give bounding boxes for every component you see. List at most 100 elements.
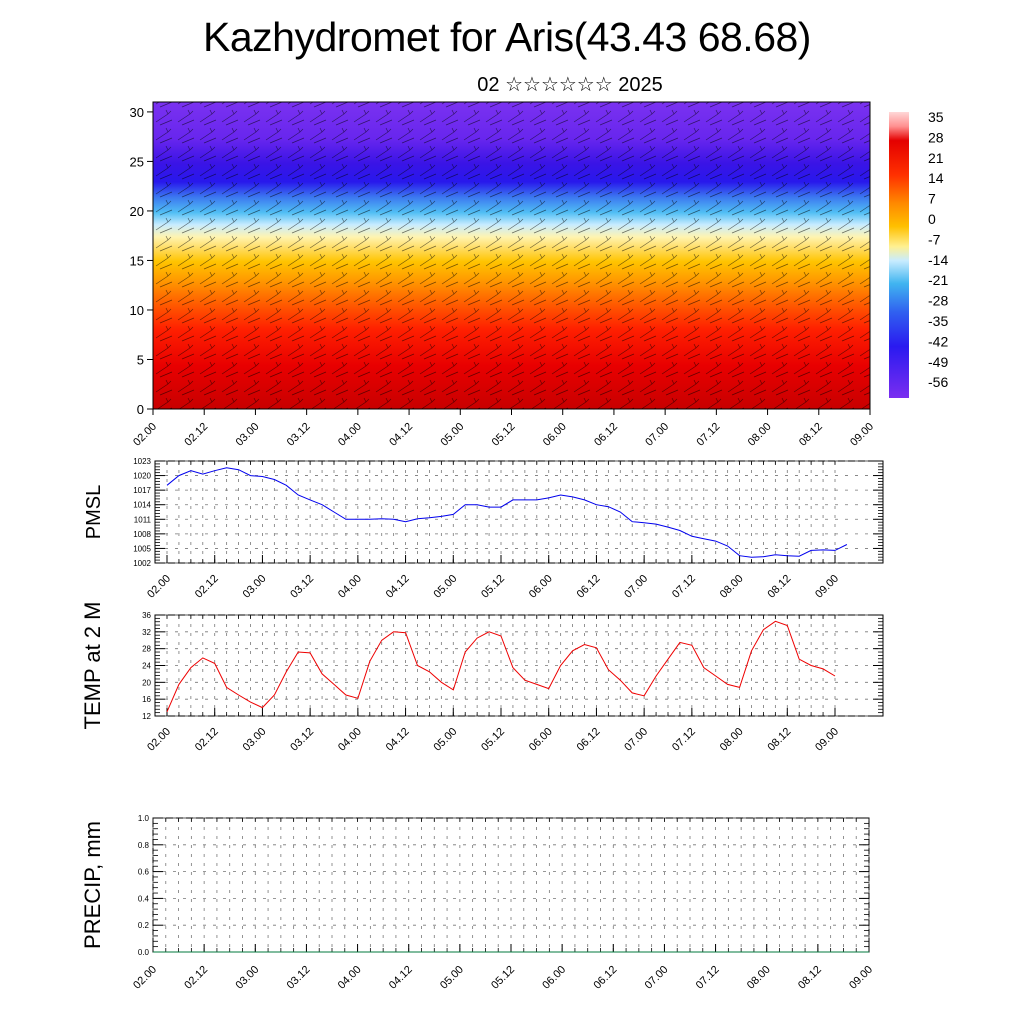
heatmap-x-tick-label: 02.00 bbox=[131, 421, 159, 449]
heatmap-x-tick-label: 02.12 bbox=[182, 421, 210, 449]
heatmap-x-tick-label: 05.00 bbox=[438, 421, 466, 449]
pmsl-x-tick-label: 07.00 bbox=[622, 573, 650, 601]
colorbar-label: 35 bbox=[928, 109, 944, 125]
chart-title: Kazhydromet for Aris(43.43 68.68) bbox=[203, 14, 811, 60]
colorbar-labels: 35 28 21 14 7 0 -7 -14 -21 -28 -35 -42 -49 -56 bbox=[928, 109, 948, 390]
precip-panel: 0.0 0.2 0.4 0.6 0.8 1.0 02.00 02.12 03.00 03.12 04… bbox=[80, 814, 875, 992]
heatmap-y-tick-label: 5 bbox=[137, 352, 144, 367]
heatmap-x-tick-label: 04.12 bbox=[387, 421, 415, 449]
heatmap-x-tick-label: 08.12 bbox=[797, 421, 825, 449]
pmsl-panel: 1002 1005 1008 1011 1014 1017 1020 1023 02.00 02.… bbox=[83, 457, 884, 601]
heatmap-x-tick-label: 09.00 bbox=[848, 421, 876, 449]
temp-series-line bbox=[166, 620, 836, 712]
heatmap-x-tick-label: 05.12 bbox=[490, 421, 518, 449]
precip-y-tick-label: 0.8 bbox=[138, 841, 150, 850]
pmsl-x-tick-label: 04.12 bbox=[384, 573, 412, 601]
precip-x-tick-label: 03.12 bbox=[285, 964, 313, 992]
temp-y-tick-label: 16 bbox=[142, 695, 151, 704]
pmsl-x-tick-label: 03.00 bbox=[241, 573, 269, 601]
pmsl-x-tick-label: 02.00 bbox=[145, 573, 173, 601]
temp-x-tick-label: 07.12 bbox=[670, 726, 698, 754]
pmsl-x-tick-label: 07.12 bbox=[670, 573, 698, 601]
temp-frame bbox=[154, 614, 884, 717]
pmsl-x-tick-label: 03.12 bbox=[288, 573, 316, 601]
chart-subtitle: 02 ☆☆☆☆☆☆ 2025 bbox=[477, 74, 663, 96]
temp-x-tick-label: 03.12 bbox=[288, 726, 316, 754]
precip-x-tick-label: 08.00 bbox=[745, 964, 773, 992]
precip-y-axis-label: PRECIP, mm bbox=[80, 821, 105, 949]
pmsl-x-tick-label: 02.12 bbox=[193, 573, 221, 601]
precip-x-tick-label: 04.12 bbox=[387, 964, 415, 992]
pmsl-x-tick-label: 08.00 bbox=[718, 573, 746, 601]
colorbar-label: -56 bbox=[928, 374, 948, 390]
temp-x-tick-label: 06.12 bbox=[575, 726, 603, 754]
temp-y-tick-label: 20 bbox=[142, 678, 151, 687]
heatmap-y-tick-label: 10 bbox=[130, 303, 144, 318]
temp-x-tick-label: 02.00 bbox=[145, 726, 173, 754]
temp-x-tick-label: 04.00 bbox=[336, 726, 364, 754]
colorbar bbox=[889, 112, 909, 398]
temp-x-tick-label: 07.00 bbox=[622, 726, 650, 754]
wind-barbs bbox=[153, 102, 870, 409]
heatmap-x-tick-label: 07.12 bbox=[695, 421, 723, 449]
heatmap-y-tick-label: 0 bbox=[137, 402, 144, 417]
precip-x-tick-label: 05.00 bbox=[438, 964, 466, 992]
pmsl-x-tick-label: 06.12 bbox=[575, 573, 603, 601]
temp-y-tick-label: 32 bbox=[142, 628, 151, 637]
temp-x-tick-label: 05.12 bbox=[479, 726, 507, 754]
heatmap-y-tick-label: 25 bbox=[130, 154, 144, 169]
heatmap-x-tick-label: 03.00 bbox=[234, 421, 262, 449]
precip-y-tick-label: 0.2 bbox=[138, 921, 150, 930]
pmsl-y-tick-label: 1014 bbox=[133, 501, 151, 510]
temp-y-axis-label: TEMP at 2 M bbox=[80, 602, 105, 730]
precip-x-tick-label: 07.12 bbox=[694, 964, 722, 992]
colorbar-label: 0 bbox=[928, 211, 936, 227]
colorbar-label: -7 bbox=[928, 231, 941, 247]
precip-x-tick-label: 05.12 bbox=[489, 964, 517, 992]
precip-x-tick-label: 04.00 bbox=[336, 964, 364, 992]
colorbar-label: -14 bbox=[928, 252, 948, 268]
precip-x-tick-label: 02.12 bbox=[182, 964, 210, 992]
heatmap-x-tick-label: 07.00 bbox=[643, 421, 671, 449]
temp-y-tick-label: 28 bbox=[142, 645, 151, 654]
temp-x-tick-label: 09.00 bbox=[813, 726, 841, 754]
temp-panel: 12 16 20 24 28 32 36 02.00 02.12 03.00 03.12 04.00 0… bbox=[80, 602, 884, 754]
colorbar-label: 14 bbox=[928, 170, 944, 186]
heatmap-y-tick-label: 30 bbox=[130, 105, 144, 120]
pmsl-y-tick-label: 1005 bbox=[133, 544, 151, 553]
colorbar-label: 28 bbox=[928, 129, 944, 145]
pmsl-frame bbox=[154, 460, 884, 564]
temp-x-tick-label: 02.12 bbox=[193, 726, 221, 754]
temp-x-tick-label: 05.00 bbox=[431, 726, 459, 754]
heatmap-y-tick-label: 15 bbox=[130, 253, 144, 268]
precip-y-tick-label: 0.0 bbox=[138, 948, 150, 957]
heatmap-x-tick-label: 06.00 bbox=[541, 421, 569, 449]
pmsl-series-line bbox=[166, 467, 848, 558]
pmsl-y-tick-label: 1020 bbox=[133, 472, 151, 481]
pmsl-y-tick-label: 1017 bbox=[133, 486, 151, 495]
heatmap-x-tick-label: 04.00 bbox=[336, 421, 364, 449]
colorbar-label: -42 bbox=[928, 333, 948, 349]
pmsl-x-tick-label: 08.12 bbox=[765, 573, 793, 601]
pmsl-y-tick-label: 1002 bbox=[133, 559, 151, 568]
precip-x-tick-label: 07.00 bbox=[643, 964, 671, 992]
pmsl-x-tick-label: 06.00 bbox=[527, 573, 555, 601]
heatmap-x-tick-label: 03.12 bbox=[285, 421, 313, 449]
heatmap-y-tick-label: 20 bbox=[130, 204, 144, 219]
heatmap-x-axis: 02.00 02.12 03.00 03.12 04.00 04.12 05.00 05.12… bbox=[131, 409, 876, 449]
colorbar-label: -28 bbox=[928, 293, 948, 309]
temp-x-tick-label: 08.00 bbox=[718, 726, 746, 754]
temp-y-tick-label: 12 bbox=[142, 712, 151, 721]
colorbar-label: -49 bbox=[928, 354, 948, 370]
heatmap-x-tick-label: 06.12 bbox=[592, 421, 620, 449]
pmsl-y-tick-label: 1023 bbox=[133, 457, 151, 466]
colorbar-scale bbox=[889, 112, 909, 398]
temp-x-tick-label: 08.12 bbox=[765, 726, 793, 754]
colorbar-label: 21 bbox=[928, 150, 944, 166]
colorbar-label: -21 bbox=[928, 272, 948, 288]
pmsl-x-tick-label: 09.00 bbox=[813, 573, 841, 601]
pmsl-y-axis-label: PMSL bbox=[83, 485, 105, 539]
pmsl-x-tick-label: 05.00 bbox=[431, 573, 459, 601]
precip-x-tick-label: 08.12 bbox=[796, 964, 824, 992]
temp-x-tick-label: 04.12 bbox=[384, 726, 412, 754]
